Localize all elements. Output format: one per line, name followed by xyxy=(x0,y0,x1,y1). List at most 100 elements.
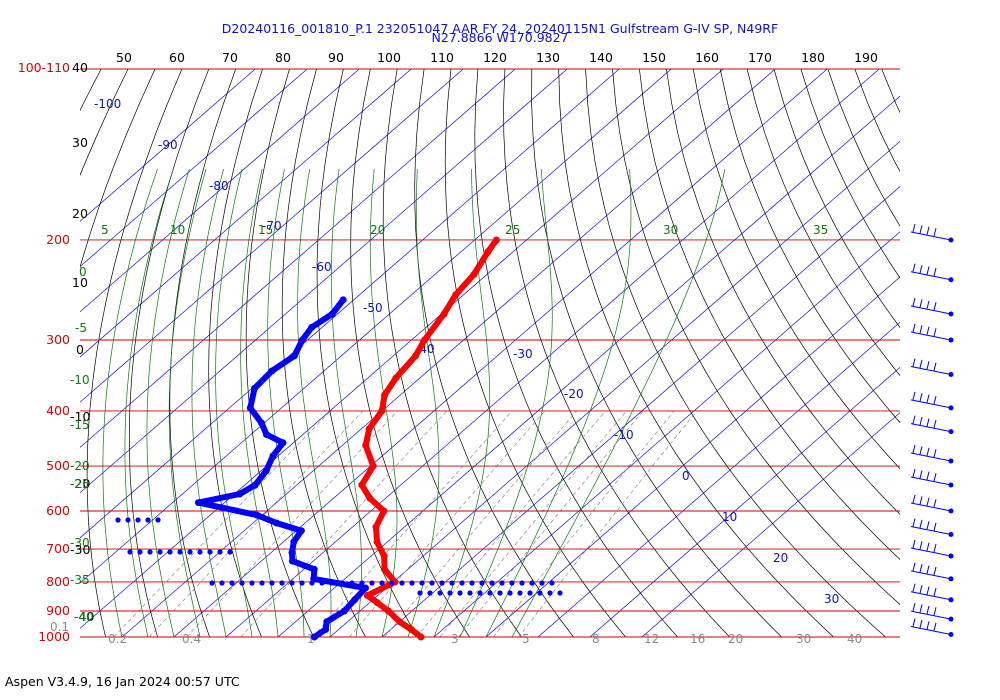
pressure-tick-label: 500 xyxy=(46,458,70,473)
pressure-tick-label: 400 xyxy=(46,403,70,418)
isotherm-label: -30 xyxy=(513,347,533,361)
isotherm-line xyxy=(80,69,724,629)
temperature-point xyxy=(452,291,459,299)
left-scale-label: -20 xyxy=(70,476,90,491)
dewpoint-point xyxy=(499,580,505,586)
dewpoint-point xyxy=(195,499,202,507)
dewpoint-point xyxy=(157,549,163,555)
isotherm-line xyxy=(80,69,672,584)
dewpoint-point xyxy=(362,584,369,592)
dry-adiabat-line xyxy=(854,69,900,173)
temperature-point xyxy=(412,352,420,360)
temperature-point xyxy=(417,633,425,641)
dewpoint-point xyxy=(246,404,254,412)
moist-adiabat-label: -25 xyxy=(70,477,90,491)
moist-adiabat-label: -40 xyxy=(74,610,94,624)
temperature-point xyxy=(381,391,389,399)
isotherm-line xyxy=(381,186,900,638)
dewpoint-point xyxy=(155,517,161,523)
temperature-point xyxy=(407,626,415,633)
dry-adiabat-line xyxy=(666,69,900,515)
dewpoint-point xyxy=(289,580,295,586)
mixing-ratio-line xyxy=(384,410,578,638)
potential-temperature-tick-label: 110 xyxy=(430,50,454,65)
moist-adiabat-label: 5 xyxy=(101,223,109,237)
dewpoint-point xyxy=(351,596,359,604)
dewpoint-point xyxy=(539,580,545,586)
wind-barb xyxy=(910,583,954,603)
potential-temperature-tick-label: 90 xyxy=(328,50,344,65)
dewpoint-point xyxy=(197,549,203,555)
dewpoint-point xyxy=(328,310,336,318)
dewpoint-point xyxy=(437,590,443,596)
mixing-ratio-label: 0.2 xyxy=(108,632,127,646)
wind-barb xyxy=(910,518,954,538)
potential-temperature-tick-label: 150 xyxy=(642,50,666,65)
dry-adiabat-line xyxy=(558,69,834,638)
moist-adiabat-line xyxy=(485,168,632,638)
moist-adiabat-label: -20 xyxy=(70,459,90,473)
dewpoint-point xyxy=(379,580,385,586)
moist-adiabat-line xyxy=(433,168,491,638)
mixing-ratio-label: 30 xyxy=(796,632,811,646)
mixing-ratio-label: 3 xyxy=(451,632,459,646)
temperature-point xyxy=(365,425,373,433)
dewpoint-point xyxy=(279,580,285,586)
dewpoint-point xyxy=(467,590,473,596)
dewpoint-point xyxy=(489,580,495,586)
dewpoint-point xyxy=(219,580,225,586)
dewpoint-point xyxy=(537,590,543,596)
dewpoint-point xyxy=(310,565,318,573)
isotherm-line xyxy=(80,69,516,448)
temperature-point xyxy=(470,271,478,278)
wind-barb xyxy=(910,323,954,343)
dry-adiabat-line xyxy=(639,69,900,560)
dewpoint-point xyxy=(339,296,347,304)
temperature-point xyxy=(385,607,392,615)
dewpoint-point xyxy=(273,519,280,527)
temperature-point xyxy=(366,494,374,502)
dewpoint-point xyxy=(299,580,305,586)
temperature-point xyxy=(440,310,448,318)
dry-adiabat-line xyxy=(585,69,886,638)
dry-adiabat-line xyxy=(909,69,1000,637)
mixing-ratio-line xyxy=(113,410,331,638)
dewpoint-point xyxy=(135,517,141,523)
dewpoint-point xyxy=(298,336,306,344)
dewpoint-point xyxy=(449,580,455,586)
dry-adiabat-line xyxy=(414,69,574,638)
isotherm-label: -50 xyxy=(363,301,383,315)
isotherm-label: -10 xyxy=(614,428,634,442)
isotherm-line xyxy=(80,69,308,268)
dry-adiabat-line xyxy=(128,69,210,638)
potential-temperature-tick-label: 60 xyxy=(169,50,185,65)
dry-adiabat-line xyxy=(503,69,730,638)
moist-adiabat-label: -5 xyxy=(75,321,87,335)
dewpoint-point xyxy=(457,590,463,596)
left-scale-label: 40 xyxy=(72,60,88,75)
dewpoint-point xyxy=(288,549,296,556)
potential-temperature-tick-label: 180 xyxy=(801,50,825,65)
pressure-tick-label: 200 xyxy=(46,232,70,247)
isotherm-line xyxy=(589,366,900,638)
dewpoint-point xyxy=(529,580,535,586)
left-scale-label: -30 xyxy=(70,542,90,557)
isotherm-label: -70 xyxy=(262,219,282,233)
wind-barb-column xyxy=(910,223,954,638)
temperature-point xyxy=(421,336,428,344)
mixing-ratio-line xyxy=(493,410,675,638)
temperature-point xyxy=(381,565,388,573)
dry-adiabat-line xyxy=(962,69,1000,637)
dry-adiabat-line xyxy=(936,69,1000,637)
isotherm-label: -20 xyxy=(564,387,584,401)
isotherm-label: -100 xyxy=(94,97,121,111)
dewpoint-point xyxy=(419,580,425,586)
dewpoint-point xyxy=(137,549,143,555)
dewpoint-point xyxy=(547,590,553,596)
dewpoint-point xyxy=(147,549,153,555)
temperature-point xyxy=(492,236,500,244)
dry-adiabat-line xyxy=(86,69,183,638)
isotherm-line xyxy=(537,321,900,638)
temperature-point xyxy=(378,407,386,415)
